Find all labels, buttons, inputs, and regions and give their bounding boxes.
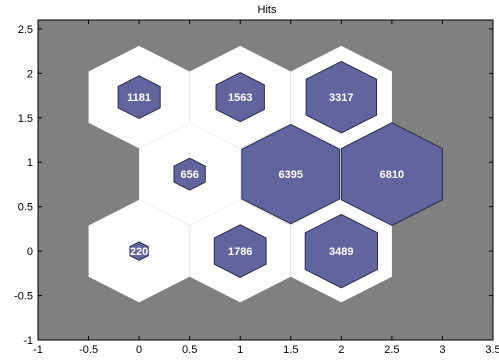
- x-axis: -1 -0.5 0 0.5 1 1.5 2 2.5 3 3.5: [33, 20, 499, 356]
- hit-hexagon-3: [173, 157, 206, 191]
- hit-hexagons: [117, 60, 443, 289]
- x-tick-label-3: 0.5: [182, 344, 197, 356]
- x-tick-label-0: -1: [33, 344, 43, 356]
- x-tick-label-7: 2.5: [384, 344, 399, 356]
- hit-count-label-2: 3489: [329, 246, 353, 258]
- y-tick-label-0: -1: [23, 335, 33, 347]
- x-tick-label-2: 0: [136, 344, 142, 356]
- x-tick-label-4: 1: [237, 344, 243, 356]
- y-tick-label-4: 1: [27, 157, 33, 169]
- hit-count-label-1: 1786: [228, 246, 252, 258]
- hit-count-label-7: 1563: [228, 92, 252, 104]
- hit-count-label-8: 3317: [329, 92, 353, 104]
- y-tick-label-6: 2: [27, 68, 33, 80]
- x-tick-label-6: 2: [338, 344, 344, 356]
- hit-hexagon-5: [340, 122, 443, 226]
- hit-hexagon-2: [304, 213, 378, 289]
- hit-hexagon-1: [213, 224, 267, 278]
- y-tick-label-2: 0: [27, 246, 33, 258]
- hit-hexagon-8: [305, 60, 378, 134]
- x-tick-label-5: 1.5: [283, 344, 298, 356]
- hit-hexagon-4: [241, 123, 341, 225]
- x-tick-label-8: 3: [439, 344, 445, 356]
- x-tick-label-1: -0.5: [79, 344, 98, 356]
- hit-hexagon-7: [215, 72, 265, 123]
- chart-title: Hits: [258, 4, 277, 16]
- hit-count-label-3: 656: [181, 169, 199, 181]
- y-tick-label-1: -0.5: [14, 291, 33, 303]
- hit-count-label-4: 6395: [279, 169, 303, 181]
- hit-count-label-5: 6810: [380, 169, 404, 181]
- y-tick-label-7: 2.5: [18, 24, 33, 36]
- hit-count-label-6: 1181: [127, 92, 151, 104]
- hit-labels: 220 1786 3489 656 6395 6810 1181 1563 3317: [127, 92, 404, 258]
- hit-count-label-0: 220: [130, 246, 148, 258]
- plot-frame: [37, 19, 494, 341]
- y-axis: -1 -0.5 0 0.5 1 1.5 2 2.5: [14, 24, 493, 347]
- y-tick-label-3: 0.5: [18, 202, 33, 214]
- hit-hexagon-6: [117, 75, 161, 120]
- x-tick-label-9: 3.5: [485, 344, 499, 356]
- y-tick-label-5: 1.5: [18, 113, 33, 125]
- hit-hexagon-0: [129, 241, 149, 261]
